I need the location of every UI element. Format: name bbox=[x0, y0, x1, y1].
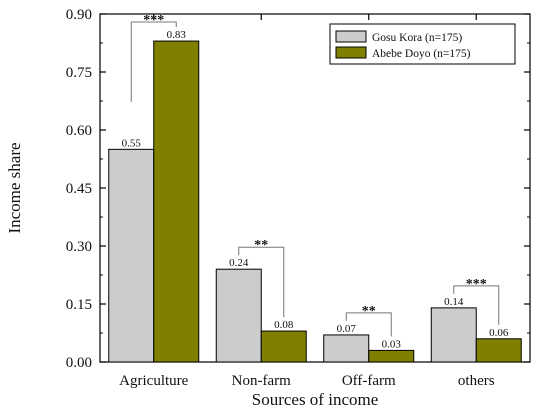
significance-stars: ** bbox=[254, 238, 268, 253]
significance-stars: *** bbox=[466, 277, 487, 292]
bar-gosu-kora bbox=[323, 334, 370, 363]
y-tick-label: 0.75 bbox=[66, 65, 92, 81]
bar-value-label: 0.14 bbox=[444, 296, 464, 308]
x-category-label: Off-farm bbox=[342, 373, 396, 389]
legend: Gosu Kora (n=175) Abebe Doyo (n=175) bbox=[329, 23, 516, 65]
y-tick-label: 0.60 bbox=[66, 123, 92, 139]
bar-value-label: 0.07 bbox=[337, 323, 357, 335]
y-axis: 0.00 0.15 0.30 0.45 0.60 0.75 0.90 bbox=[66, 7, 530, 371]
significance-bracket bbox=[238, 246, 285, 318]
bar-value-label: 0.08 bbox=[274, 319, 294, 331]
bar-value-label: 0.03 bbox=[382, 338, 402, 350]
y-axis-title: Income share bbox=[5, 142, 24, 233]
y-tick-label: 0.15 bbox=[66, 297, 92, 313]
bar-abebe-doyo bbox=[153, 40, 200, 363]
bar-gosu-kora bbox=[215, 268, 262, 363]
x-category-label: others bbox=[458, 373, 495, 389]
significance-brackets: ********** bbox=[130, 13, 500, 337]
y-tick-label: 0.90 bbox=[66, 7, 92, 23]
y-tick-label: 0.30 bbox=[66, 239, 92, 255]
bar-abebe-doyo bbox=[368, 349, 415, 363]
legend-swatch bbox=[335, 46, 367, 59]
legend-label: Abebe Doyo (n=175) bbox=[372, 48, 471, 60]
x-axis: Agriculture Non-farm Off-farm others bbox=[119, 14, 495, 389]
significance-stars: *** bbox=[143, 13, 164, 28]
bar-value-label: 0.83 bbox=[167, 29, 187, 41]
bars bbox=[108, 40, 522, 363]
x-category-label: Agriculture bbox=[119, 373, 188, 389]
bar-value-label: 0.24 bbox=[229, 257, 249, 269]
bar-gosu-kora bbox=[108, 148, 155, 363]
x-category-label: Non-farm bbox=[232, 373, 291, 389]
significance-stars: ** bbox=[362, 304, 376, 319]
significance-bracket bbox=[345, 312, 392, 337]
bar-value-label: 0.55 bbox=[122, 137, 142, 149]
legend-swatch bbox=[335, 30, 367, 43]
data-labels: 0.55 0.83 0.24 0.08 0.07 0.03 0.14 0.06 bbox=[122, 29, 509, 350]
legend-label: Gosu Kora (n=175) bbox=[372, 32, 462, 44]
y-tick-label: 0.45 bbox=[66, 181, 92, 197]
bar-gosu-kora bbox=[430, 307, 477, 363]
bar-abebe-doyo bbox=[475, 338, 522, 363]
significance-bracket bbox=[130, 21, 177, 102]
x-axis-title: Sources of income bbox=[252, 390, 379, 409]
bar-abebe-doyo bbox=[260, 330, 307, 363]
y-tick-label: 0.00 bbox=[66, 355, 92, 371]
bar-value-label: 0.06 bbox=[489, 327, 509, 339]
significance-bracket bbox=[453, 285, 500, 325]
